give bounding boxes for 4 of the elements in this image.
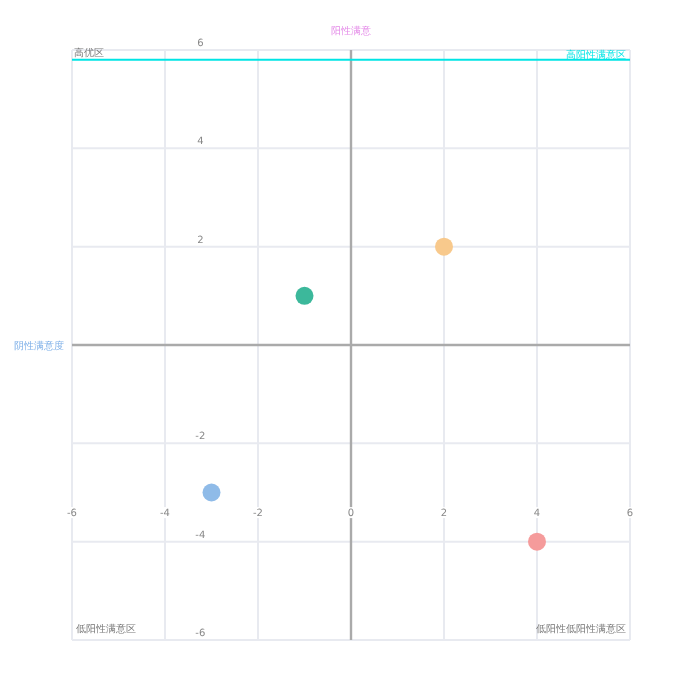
point xyxy=(435,237,453,256)
point xyxy=(528,532,546,551)
point xyxy=(202,483,221,502)
point xyxy=(295,286,314,305)
